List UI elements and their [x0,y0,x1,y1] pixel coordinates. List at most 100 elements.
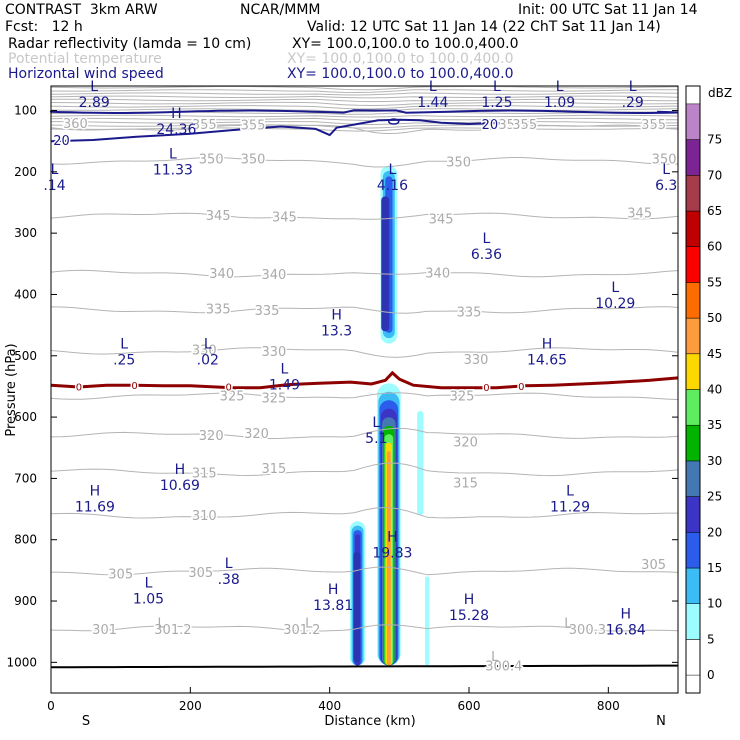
extremum-value: 11.33 [153,162,193,178]
extremum-value: 5.1 [365,431,387,447]
theta-line [50,124,679,135]
y-tick-label: 500 [14,349,37,363]
init-label: Init: 00 UTC Sat 11 Jan 14 [518,2,698,18]
reflectivity-cell [417,411,424,516]
theta-label: 350 [241,152,266,167]
theta-contours [50,86,679,632]
theta-label: 301 [92,623,117,638]
extremum-value: .29 [622,95,644,111]
x-axis-label: Distance (km) [324,714,415,729]
reflectivity-cell [425,576,430,666]
reflectivity-core [381,196,390,332]
extremum-value: .14 [43,178,65,194]
theta-label: 340 [209,267,234,282]
colorbar-level-label: 0 [707,668,715,682]
zero-contour-label: 0 [131,381,137,392]
colorbar-swatch [685,175,701,212]
colorbar-swatch [685,532,701,569]
extremum-value: 10.69 [160,478,200,494]
theta-label: 315 [192,466,217,481]
theta-label: 330 [261,345,286,360]
theta-label: 345 [429,212,454,227]
x-tick-label: 800 [597,699,620,713]
theta-line [50,105,679,110]
theta-line [50,212,679,220]
extremum-value: 11.29 [550,500,590,516]
surface-line [51,664,678,669]
theta-line [50,114,679,118]
theta-line [50,427,679,440]
theta-line [50,92,679,96]
theta-label: 355 [641,118,666,133]
extremum-value: 15.28 [449,608,489,624]
extremum-marker: H [464,592,475,608]
extremum-value: 11.69 [75,500,115,516]
wind-contour-edge [657,110,679,114]
wind-contour-loop [388,118,400,125]
zero-contour-label: 0 [483,383,489,394]
colorbar: 0 5 10 15 20 25 30 35 40 45 50 55 60 65 70 75 [685,85,722,694]
colorbar-level-label: 50 [707,311,722,325]
extremum-marker: L [169,146,177,162]
y-tick-label: 100 [14,104,37,118]
theta-label: 350 [652,152,677,167]
extremum-value: 14.65 [527,353,567,369]
theta-extremum-label: L [157,617,165,632]
reflectivity-core [353,551,361,663]
theta-line [50,392,679,400]
extremum-value: 24.36 [156,122,196,138]
y-tick-label: 200 [14,165,37,179]
theta-label: 320 [199,429,224,444]
colorbar-swatch [685,317,701,355]
extremum-value: 2.89 [79,95,110,111]
wind-contour-label: 20 [482,118,499,133]
extremum-marker: L [204,337,212,353]
x-tick-label: 600 [458,699,481,713]
theta-line [50,566,679,576]
colorbar-level-label: 30 [707,454,722,468]
theta-label: 300.4 [485,659,522,674]
colorbar-level-label: 75 [707,133,722,147]
colorbar-swatch [685,246,701,283]
theta-label: 315 [453,477,478,492]
x-tick-label: 0 [47,699,55,713]
theta-label: 320 [244,427,269,442]
colorbar-swatch [685,603,701,640]
colorbar-swatch [685,639,701,676]
theta-line [50,101,679,107]
theta-line [50,95,679,99]
extremum-value: 1.09 [544,95,575,111]
theta-label: 325 [220,390,245,405]
theta-line [50,306,679,314]
theta-line [50,624,679,632]
theta-label: 350 [446,155,471,170]
extremum-marker: L [372,415,380,431]
theta-label: 330 [464,353,489,368]
wind-contour-upper [50,109,679,114]
theta-line [50,269,679,278]
extremum-value: .38 [218,572,240,588]
theta-label: 345 [627,206,652,221]
extremum-marker: L [493,79,501,95]
x-tick-label: 400 [318,699,341,713]
theta-label: 325 [261,392,286,407]
extremum-marker: H [621,606,632,622]
field-xy-reflectivity: XY= 100.0,100.0 to 100.0,400.0 [292,36,519,52]
colorbar-level-label: 70 [707,168,722,182]
colorbar-level-label: 15 [707,561,722,575]
theta-label: 325 [450,390,475,405]
y-axis-label: Pressure (hPa) [4,343,19,436]
reflectivity-shading [349,165,430,666]
theta-line [50,108,679,113]
theta-line [51,121,679,126]
zero-contour-line [50,370,679,390]
theta-label: 305 [188,566,213,581]
extremum-value: 1.44 [417,95,448,111]
extremum-marker: H [175,462,186,478]
extremum-value: 6.36 [471,247,502,263]
extremum-marker: L [120,337,128,353]
theta-label: 305 [108,567,133,582]
colorbar-level-label: 25 [707,490,722,504]
theta-line [50,89,678,94]
reflectivity-cell [387,451,391,666]
